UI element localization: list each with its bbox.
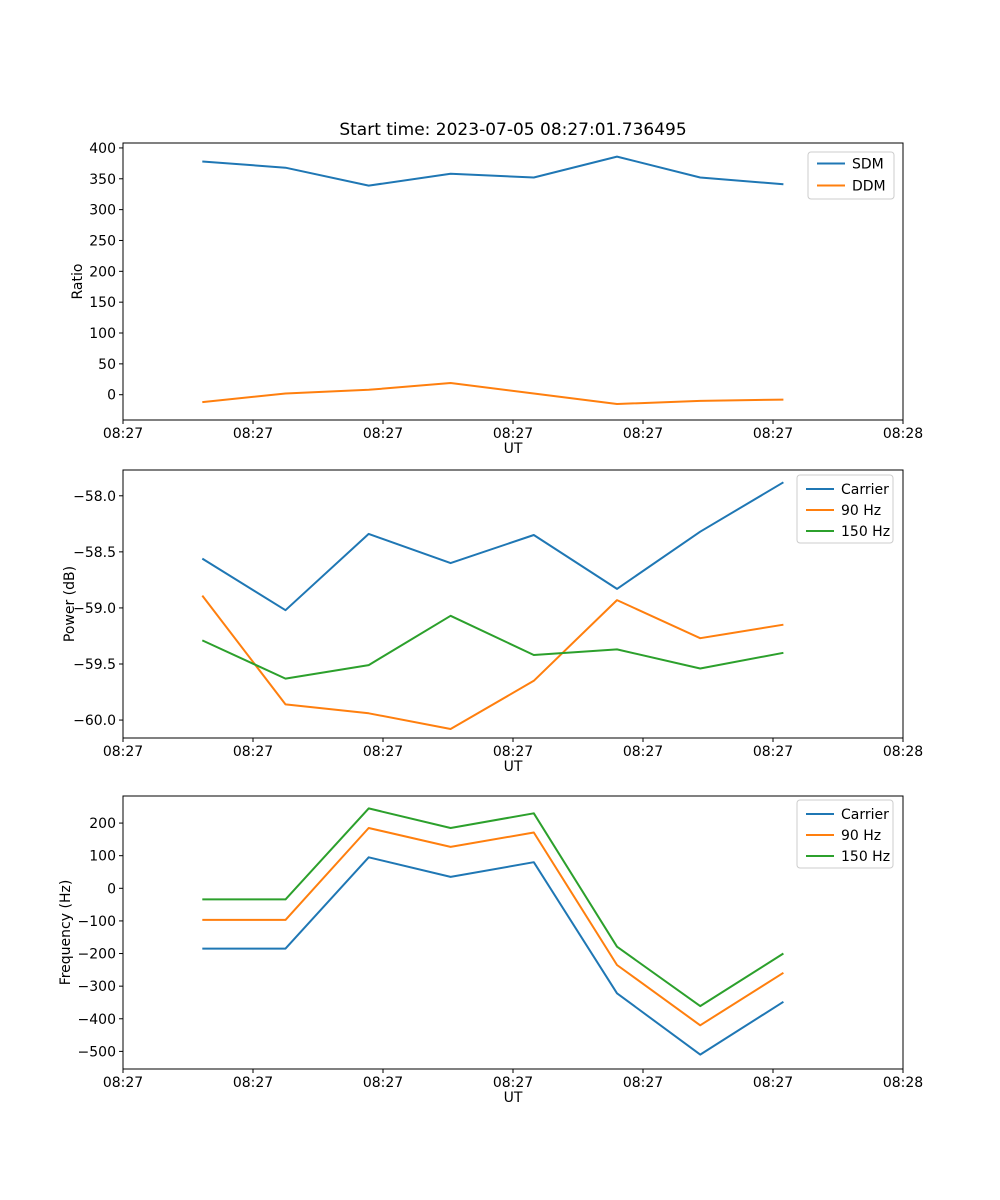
x-tick-label: 08:27 [753, 744, 793, 760]
y-axis-label: Power (dB) [62, 566, 78, 642]
y-tick-label: 100 [89, 849, 116, 865]
series-line-150-hz [201, 614, 784, 680]
y-tick-label: −200 [78, 947, 116, 963]
series-line-90-hz [202, 827, 784, 1027]
legend-label-ddm: DDM [852, 179, 886, 195]
series-line-carrier [202, 856, 784, 1056]
x-tick-label: 08:27 [623, 426, 663, 442]
axes-frame [122, 142, 904, 421]
y-tick-label: 100 [89, 326, 116, 342]
x-tick-label: 08:28 [883, 744, 923, 760]
y-tick-label: 350 [89, 172, 116, 188]
legend-box [796, 474, 894, 544]
x-tick-label: 08:27 [623, 744, 663, 760]
y-tick-label: −60.0 [73, 713, 116, 729]
x-axis-label: UT [504, 759, 523, 775]
y-tick-label: −58.5 [73, 545, 116, 561]
x-tick-label: 08:27 [233, 744, 273, 760]
figure-title: Start time: 2023-07-05 08:27:01.736495 [339, 120, 687, 140]
y-tick-label: −100 [78, 914, 116, 930]
series-line-ddm [202, 382, 784, 405]
y-tick-label: 400 [89, 141, 116, 157]
legend-label-carrier: Carrier [841, 807, 889, 823]
legend-label-sdm: SDM [852, 157, 884, 173]
y-tick-label: 150 [89, 295, 116, 311]
y-tick-label: −400 [78, 1012, 116, 1028]
legend-label-150-hz: 150 Hz [841, 524, 890, 540]
y-tick-label: −300 [78, 979, 116, 995]
chart-ratio: 0 50 100 150 200 250 300 350 400 08:27 08:27 08:27 0… [70, 141, 923, 457]
series-line-150-hz [202, 807, 784, 1008]
y-tick-label: 200 [89, 816, 116, 832]
x-tick-label: 08:27 [753, 1075, 793, 1091]
series-line-carrier [201, 481, 784, 612]
y-tick-label: −500 [78, 1044, 116, 1060]
y-tick-label: 0 [107, 881, 116, 897]
y-tick-label: 300 [89, 203, 116, 219]
x-tick-label: 08:27 [103, 1075, 143, 1091]
legend-label-150-hz: 150 Hz [841, 849, 890, 865]
y-tick-label: 50 [98, 357, 116, 373]
chart-power: −60.0 −59.5 −59.0 −58.5 −58.0 08:27 08:27 08:27… [62, 469, 923, 775]
x-tick-label: 08:27 [103, 744, 143, 760]
x-axis-label: UT [504, 441, 523, 457]
legend-box [796, 799, 894, 869]
y-tick-label: −58.0 [73, 489, 116, 505]
x-axis-label: UT [504, 1090, 523, 1106]
legend-label-90-hz: 90 Hz [841, 828, 881, 844]
legend-label-90-hz: 90 Hz [841, 503, 881, 519]
series-line-90-hz [201, 594, 784, 730]
x-tick-label: 08:27 [233, 426, 273, 442]
x-tick-label: 08:27 [233, 1075, 273, 1091]
y-tick-label: 250 [89, 233, 116, 249]
x-tick-label: 08:27 [753, 426, 793, 442]
chart-frequency: −500 −400 −300 −200 −100 0 100 200 08:27 08:27 08:… [58, 795, 923, 1106]
x-tick-label: 08:27 [493, 744, 533, 760]
x-tick-label: 08:27 [493, 1075, 533, 1091]
x-tick-label: 08:27 [363, 1075, 403, 1091]
x-tick-label: 08:27 [493, 426, 533, 442]
y-tick-label: 0 [107, 388, 116, 404]
x-tick-label: 08:27 [363, 426, 403, 442]
series-line-sdm [202, 155, 784, 187]
x-tick-label: 08:28 [883, 1075, 923, 1091]
y-tick-label: 200 [89, 264, 116, 280]
y-tick-label: −59.0 [73, 601, 116, 617]
x-tick-label: 08:28 [883, 426, 923, 442]
x-tick-label: 08:27 [363, 744, 403, 760]
y-axis-label: Frequency (Hz) [58, 880, 74, 986]
y-axis-label: Ratio [70, 264, 86, 300]
legend-label-carrier: Carrier [841, 482, 889, 498]
axes-frame [122, 469, 904, 739]
x-tick-label: 08:27 [103, 426, 143, 442]
y-tick-label: −59.5 [73, 657, 116, 673]
x-tick-label: 08:27 [623, 1075, 663, 1091]
